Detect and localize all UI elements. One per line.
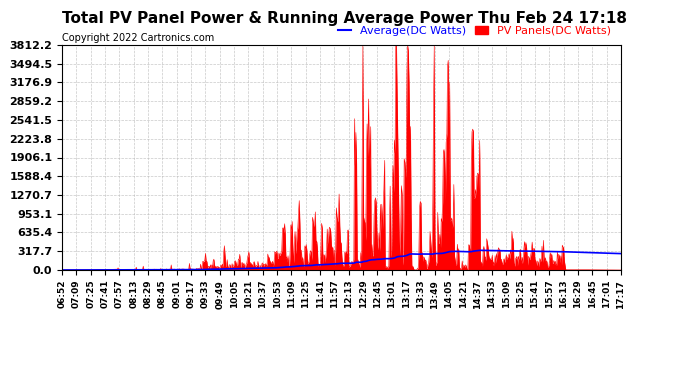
Text: Total PV Panel Power & Running Average Power Thu Feb 24 17:18: Total PV Panel Power & Running Average P… xyxy=(63,11,627,26)
Legend: Average(DC Watts), PV Panels(DC Watts): Average(DC Watts), PV Panels(DC Watts) xyxy=(333,21,615,40)
Text: Copyright 2022 Cartronics.com: Copyright 2022 Cartronics.com xyxy=(62,33,215,43)
